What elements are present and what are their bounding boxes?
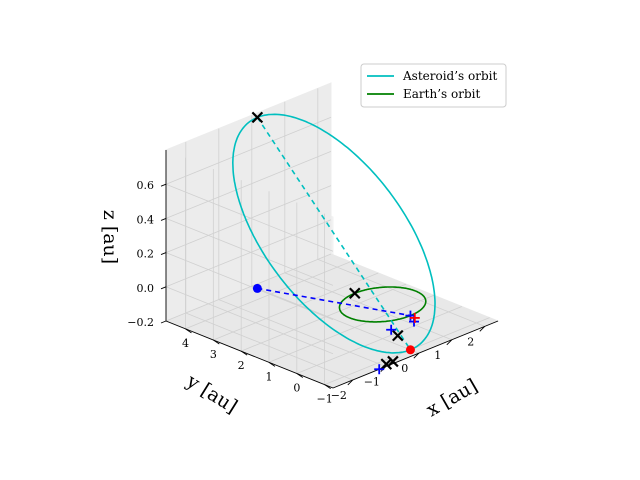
x-marker-earth-3-stroke-b <box>380 358 393 370</box>
z-tick-label: 0.2 <box>137 248 155 261</box>
x-tick-label: −2 <box>331 389 347 402</box>
z-tick-label: −0.2 <box>127 316 154 329</box>
x-tick-label: 0 <box>401 362 408 375</box>
x-marker-earth-4 <box>387 355 399 368</box>
legend-label-asteroid: Asteroid’s orbit <box>402 69 497 83</box>
x-marker-aphelion <box>251 111 264 124</box>
y-tick-label: 2 <box>238 359 245 372</box>
y-tick-label: 3 <box>210 348 217 361</box>
legend: Asteroid’s orbit Earth’s orbit <box>360 63 507 108</box>
z-tick-mark <box>160 183 167 187</box>
plus-earth-1 <box>405 310 416 321</box>
dashed-connector-0 <box>256 116 412 351</box>
legend-label-earth: Earth’s orbit <box>403 87 480 101</box>
z-tick-mark <box>160 217 167 221</box>
z-tick-mark <box>160 286 167 290</box>
y-tick-mark <box>268 361 276 367</box>
z-tick-mark <box>160 320 167 324</box>
x-tick-mark <box>479 326 486 332</box>
dashed-connector-1 <box>257 287 411 317</box>
y-axis-label: y [au] <box>182 370 241 418</box>
y-axis-line <box>165 320 334 389</box>
asteroid-end <box>252 283 262 293</box>
plus-red <box>409 312 420 323</box>
x-axis-line <box>332 320 499 389</box>
x-marker-earth-2-stroke-b <box>391 329 404 342</box>
asteroid-start <box>405 345 415 355</box>
x-marker-earth-3 <box>380 358 393 370</box>
earth-orbit-line <box>338 286 427 323</box>
point-markers <box>251 111 420 375</box>
y-tick-mark <box>324 384 331 390</box>
legend-frame <box>360 63 507 108</box>
x-tick-mark <box>413 352 420 359</box>
x-marker-earth-1-stroke-b <box>349 287 361 300</box>
z-tick-label: 0.6 <box>137 179 155 192</box>
axis-panes <box>164 82 500 389</box>
x-marker-aphelion-stroke-b <box>251 111 264 124</box>
y-tick-label: 4 <box>182 337 189 350</box>
x-tick-label: 2 <box>467 335 474 348</box>
x-tick-label: −1 <box>364 376 380 389</box>
x-marker-earth-2 <box>391 329 404 342</box>
z-tick-mark <box>160 252 167 256</box>
y-tick-label: −1 <box>317 393 333 406</box>
plus-earth-4 <box>374 364 385 375</box>
y-tick-mark <box>185 328 192 334</box>
x-marker-earth-4-stroke-b <box>387 355 399 368</box>
z-axis-label: z [au] <box>99 210 121 264</box>
x-tick-mark <box>347 379 354 386</box>
x-tick-mark <box>446 339 453 346</box>
x-tick-label: 1 <box>434 349 441 362</box>
z-tick-label: 0.0 <box>137 282 155 295</box>
y-tick-label: 0 <box>293 381 300 394</box>
y-tick-mark <box>213 339 220 345</box>
y-tick-mark <box>240 350 248 356</box>
z-tick-label: 0.4 <box>137 213 155 226</box>
y-tick-label: 1 <box>265 370 272 383</box>
x-axis-label: x [au] <box>423 375 482 422</box>
x-marker-earth-1 <box>349 287 361 300</box>
y-tick-mark <box>296 373 304 378</box>
plus-earth-3 <box>386 324 397 335</box>
axis-lines <box>160 150 499 390</box>
